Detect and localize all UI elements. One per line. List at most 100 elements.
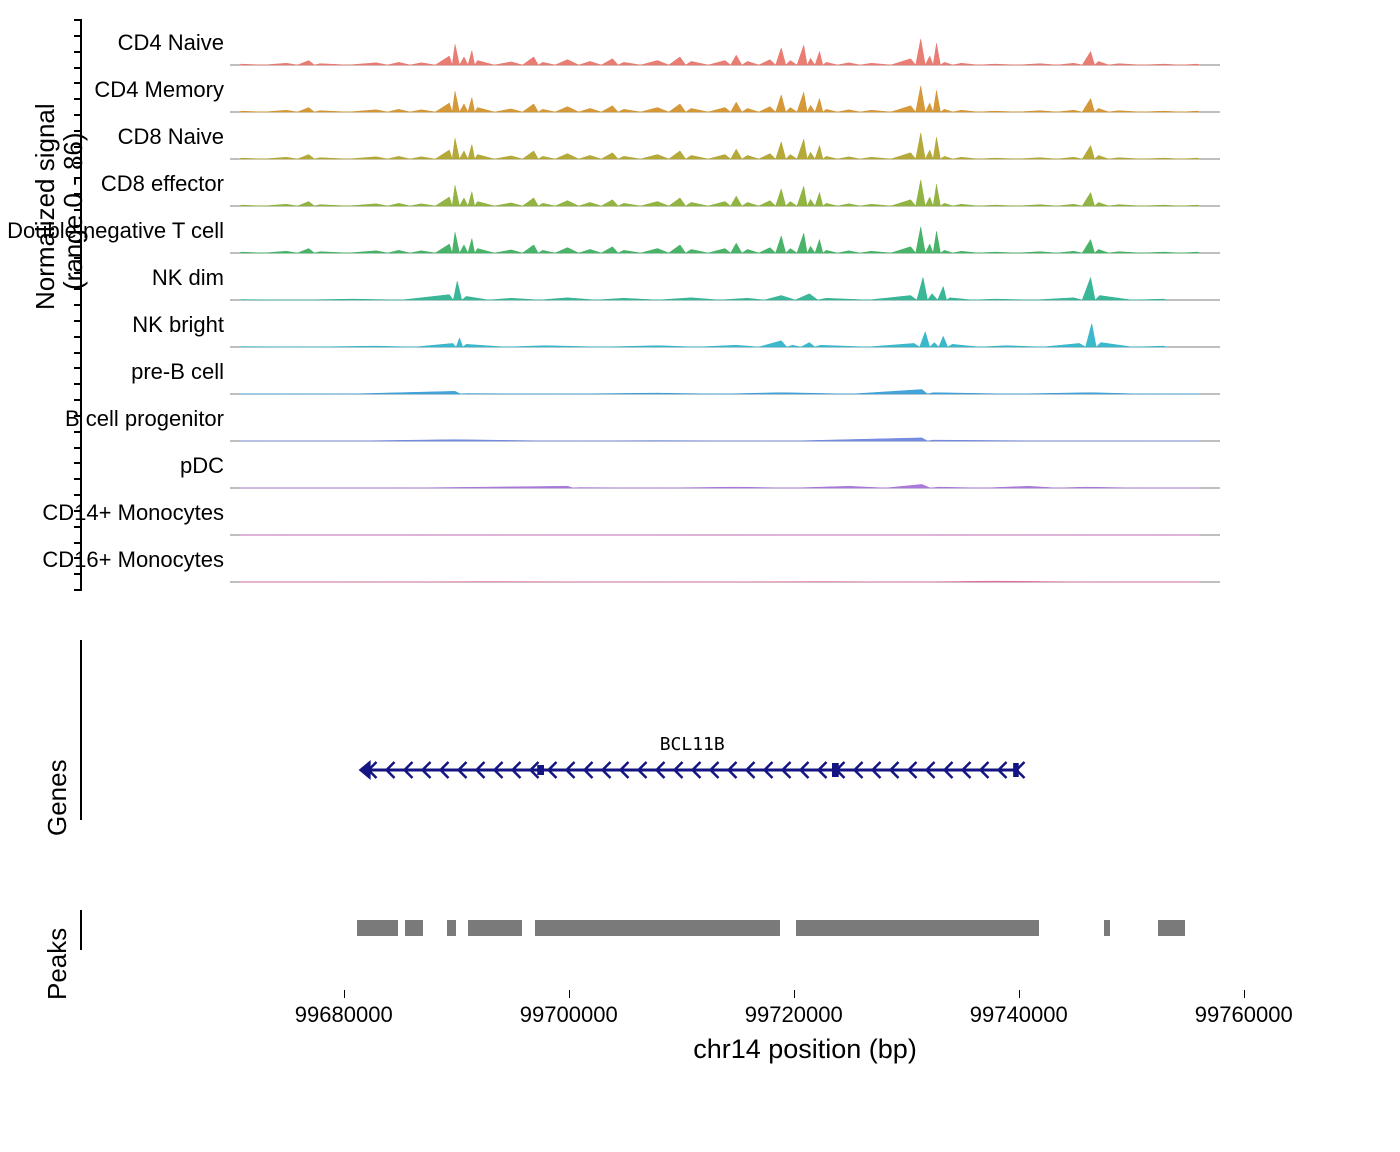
track-label: pre-B cell [131,359,224,385]
signal-axis-tick [74,35,82,37]
signal-axis-tick [74,177,82,179]
peaks-ylabel: Peaks [42,928,73,1000]
signal-axis-tick [74,82,82,84]
peaks-track-area [310,870,1300,980]
signal-area [239,227,1200,253]
peaks-axis-line [80,910,82,950]
track-label: CD14+ Monocytes [42,500,224,526]
signal-axis-tick [74,336,82,338]
signal-area [239,484,1200,488]
signal-track: NK dim [230,255,1220,302]
signal-axis-tick [74,320,82,322]
signal-track: CD14+ Monocytes [230,490,1220,537]
signal-area [239,278,1167,301]
x-axis-tick [1244,990,1245,998]
x-axis-tick [794,990,795,998]
signal-track: Double negative T cell [230,208,1220,255]
x-axis-label: chr14 position (bp) [693,1034,917,1065]
signal-axis-tick [74,352,82,354]
track-label: NK bright [132,312,224,338]
track-label: CD16+ Monocytes [42,547,224,573]
signal-track: B cell progenitor [230,396,1220,443]
x-axis: chr14 position (bp) 99680000997000009972… [310,1000,1300,1090]
track-label: CD8 Naive [118,124,224,150]
signal-axis-tick [74,193,82,195]
x-axis-tick [569,990,570,998]
signal-area [239,390,1200,395]
signal-axis-tick [74,98,82,100]
signal-ylabel-line1: Normalized signal [30,103,61,310]
signal-axis-tick [74,272,82,274]
track-area: CD4 NaiveCD4 MemoryCD8 NaiveCD8 effector… [230,20,1220,590]
peak-region [447,920,456,936]
signal-axis-tick [74,162,82,164]
peaks-panel [80,870,1280,980]
track-label: CD4 Memory [94,77,224,103]
track-label: NK dim [152,265,224,291]
signal-axis-tick [74,51,82,53]
figure: Normalized signal (range 0 - 86) CD4 Nai… [0,0,1400,1152]
genes-axis-line [80,640,82,820]
signal-area [239,581,1200,582]
signal-axis-tick [74,447,82,449]
gene-exon [1013,763,1019,777]
signal-axis-tick [74,462,82,464]
signal-area [239,180,1200,206]
x-axis-tick-label: 99680000 [295,1002,393,1028]
signal-track: CD16+ Monocytes [230,537,1220,584]
signal-axis-tick [74,478,82,480]
signal-track: CD8 effector [230,161,1220,208]
peak-region [468,920,522,936]
signal-track: CD4 Naive [230,20,1220,67]
signal-axis-tick [74,19,82,21]
gene-exon [832,763,839,777]
track-label: Double negative T cell [7,218,224,244]
gene-exon [537,765,544,775]
peak-region [405,920,423,936]
gene-track-area: BCL11B [310,620,1300,840]
signal-area [239,86,1200,112]
signal-axis-tick [74,257,82,259]
signal-axis-tick [74,114,82,116]
signal-axis-tick [74,288,82,290]
signal-axis-tick [74,367,82,369]
x-axis-tick-label: 99720000 [745,1002,843,1028]
track-label: B cell progenitor [65,406,224,432]
signal-axis-tick [74,399,82,401]
signal-axis-tick [74,304,82,306]
track-label: pDC [180,453,224,479]
signal-area [239,133,1200,159]
signal-track: pre-B cell [230,349,1220,396]
signal-axis-tick [74,494,82,496]
signal-track: CD4 Memory [230,67,1220,114]
x-axis-tick-label: 99740000 [970,1002,1068,1028]
genes-panel: BCL11B [80,620,1280,840]
signal-area [239,438,1200,441]
signal-area [239,39,1200,65]
gene-name-label: BCL11B [660,734,725,755]
signal-track: pDC [230,443,1220,490]
peak-region [796,920,1039,936]
peak-region [1158,920,1185,936]
track-label: CD4 Naive [118,30,224,56]
genes-ylabel: Genes [42,759,73,836]
signal-track: CD8 Naive [230,114,1220,161]
peak-region [357,920,398,936]
signal-axis-tick [74,542,82,544]
peak-region [535,920,780,936]
x-axis-tick-label: 99760000 [1195,1002,1293,1028]
signal-axis-tick [74,209,82,211]
signal-area [239,324,1167,347]
signal-axis-tick [74,67,82,69]
peak-region [1104,920,1110,936]
signal-axis-tick [74,130,82,132]
signal-track: NK bright [230,302,1220,349]
x-axis-tick-label: 99700000 [520,1002,618,1028]
signal-axis-tick [74,573,82,575]
signal-axis-tick [74,146,82,148]
track-label: CD8 effector [101,171,224,197]
gene-terminal-arrow-icon [359,760,371,780]
x-axis-tick [344,990,345,998]
signal-axis-tick [74,383,82,385]
x-axis-tick [1019,990,1020,998]
